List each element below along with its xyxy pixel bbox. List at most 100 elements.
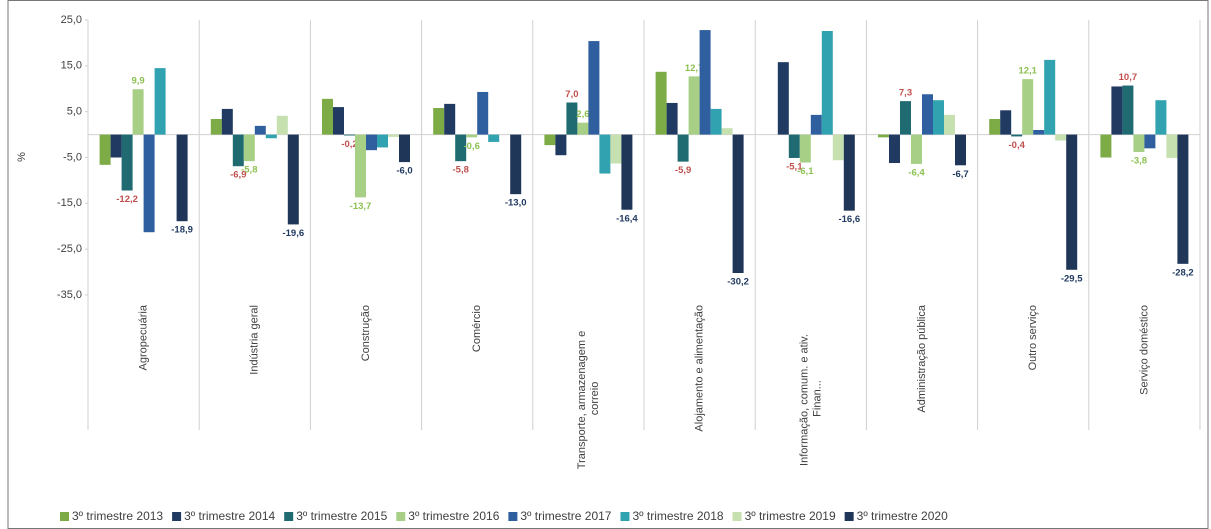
bar xyxy=(699,30,711,135)
y-tick-label: -25,0 xyxy=(57,243,82,255)
y-tick-label: -35,0 xyxy=(57,289,82,301)
bar xyxy=(243,134,255,162)
bar xyxy=(355,134,366,198)
bar xyxy=(788,134,800,158)
value-label: 7,0 xyxy=(565,89,578,100)
value-label: -16,4 xyxy=(616,213,638,224)
bar xyxy=(477,91,489,135)
bar xyxy=(944,114,955,135)
value-label: -5,8 xyxy=(453,165,469,176)
value-label: -6,9 xyxy=(230,170,246,181)
bar xyxy=(655,71,667,135)
bar xyxy=(889,134,900,163)
value-label: -0,6 xyxy=(464,141,480,152)
bar xyxy=(1144,134,1156,149)
legend-label: 3º trimestre 2018 xyxy=(632,509,723,523)
x-tick-label: Outro serviço xyxy=(1027,305,1039,370)
bar xyxy=(221,108,233,135)
bar xyxy=(176,134,188,222)
bar xyxy=(710,108,722,135)
legend-label: 3º trimestre 2019 xyxy=(745,509,836,523)
value-label: 9,9 xyxy=(131,76,144,87)
value-label: 7,3 xyxy=(899,88,912,99)
bar xyxy=(777,62,789,135)
bar xyxy=(254,125,266,135)
bar xyxy=(577,122,589,135)
bar xyxy=(210,119,222,135)
bar xyxy=(621,134,633,210)
bar xyxy=(821,31,833,135)
bar xyxy=(1055,134,1067,141)
bar xyxy=(154,68,166,135)
x-tick-label: Administração pública xyxy=(916,304,928,412)
value-label: -6,4 xyxy=(908,167,925,178)
bar xyxy=(344,134,355,136)
bar xyxy=(466,134,478,138)
bar xyxy=(265,134,277,139)
value-label: -0,2 xyxy=(341,139,357,150)
x-tick-label: Construção xyxy=(360,305,372,361)
legend-swatch xyxy=(620,512,630,521)
value-label: -6,0 xyxy=(396,166,412,177)
chart-frame xyxy=(7,0,1209,529)
bar xyxy=(1011,134,1023,137)
legend-swatch xyxy=(284,512,294,521)
bar xyxy=(388,134,399,137)
value-label: 10,7 xyxy=(1119,72,1138,83)
bar xyxy=(433,108,445,135)
value-label: -13,0 xyxy=(505,198,527,209)
bar xyxy=(1166,134,1178,158)
value-label: -19,6 xyxy=(282,228,304,239)
bar xyxy=(955,134,966,166)
bar xyxy=(843,134,855,211)
legend-label: 3º trimestre 2013 xyxy=(72,509,163,523)
legend-swatch xyxy=(508,512,518,521)
value-label: -16,6 xyxy=(838,214,860,225)
legend-label: 3º trimestre 2017 xyxy=(520,509,611,523)
bar xyxy=(1022,79,1034,135)
bar xyxy=(276,115,288,135)
legend-label: 3º trimestre 2016 xyxy=(408,509,499,523)
bar xyxy=(333,107,344,135)
bar xyxy=(799,134,811,163)
bar xyxy=(366,134,377,151)
bar xyxy=(610,134,622,164)
bar xyxy=(1033,130,1045,135)
bar xyxy=(1122,85,1134,135)
legend-swatch xyxy=(732,512,742,521)
value-label: -28,2 xyxy=(1172,267,1194,278)
bar xyxy=(110,134,122,158)
x-tick-label: Transporte, armazenagem e correio xyxy=(576,331,601,469)
bar xyxy=(399,134,410,163)
value-label: -12,2 xyxy=(116,194,138,205)
bar xyxy=(900,101,911,135)
bar xyxy=(132,89,144,135)
bar xyxy=(1000,110,1012,135)
bar xyxy=(510,134,522,195)
bar xyxy=(721,128,733,135)
value-label: -6,1 xyxy=(797,166,814,177)
value-label: -18,9 xyxy=(171,225,193,236)
legend-label: 3º trimestre 2014 xyxy=(184,509,275,523)
bar xyxy=(810,114,822,135)
bar xyxy=(677,134,689,162)
bar xyxy=(933,100,944,135)
y-tick-label: 15,0 xyxy=(61,60,82,72)
bar xyxy=(832,134,844,161)
value-label: -5,9 xyxy=(675,165,691,176)
bar xyxy=(544,134,556,146)
bar xyxy=(1066,134,1078,270)
x-tick-label: Informação, comum. e ativ. Finan... xyxy=(798,334,823,466)
x-tick-label: Alojamento e alimentação xyxy=(694,305,706,432)
y-tick-label: 25,0 xyxy=(61,14,82,26)
bar xyxy=(455,134,467,162)
bar xyxy=(1044,59,1056,135)
bar xyxy=(444,103,456,135)
value-label: -13,7 xyxy=(350,201,372,212)
x-tick-label: Comércio xyxy=(471,305,483,352)
bar xyxy=(143,134,155,233)
bar xyxy=(878,134,889,138)
bar xyxy=(599,134,611,174)
